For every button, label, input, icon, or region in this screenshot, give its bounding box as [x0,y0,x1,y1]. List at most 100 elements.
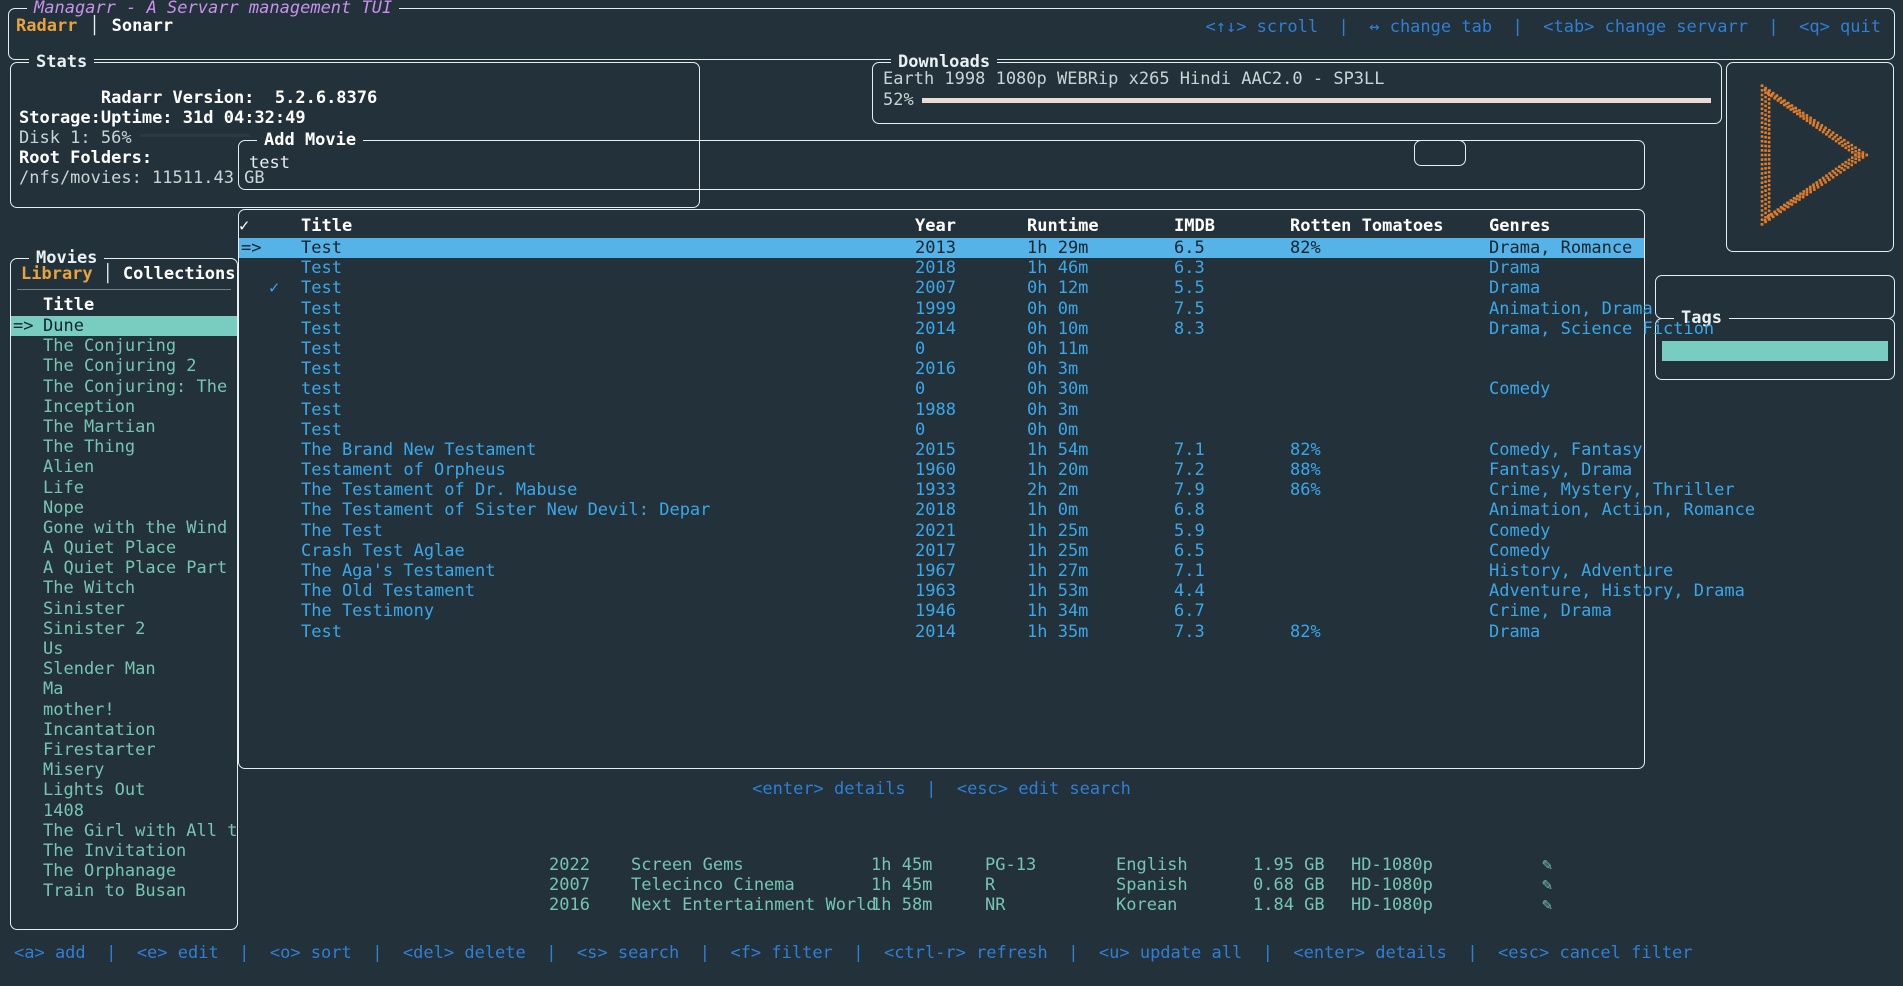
cell-year: 0 [915,379,926,400]
search-results-table[interactable]: ✓ Title Year Runtime IMDB Rotten Tomatoe… [238,209,1755,769]
detail-runtime: 1h 58m [871,895,933,916]
movie-title: Firestarter [43,739,156,760]
list-item[interactable]: Sinister 2 [11,619,237,639]
table-row[interactable]: 2022 Screen Gems 1h 45m PG-13 English 1.95 GB… [240,855,1880,875]
table-row[interactable]: test 0 0h 30m Comedy [239,379,1644,399]
table-row[interactable]: The Test 2021 1h 25m 5.9 Comedy [239,521,1644,541]
column-header-imdb: IMDB [1174,216,1215,236]
library-tab-divider-rule [17,289,231,290]
stats-version-row: Radarr Version: 5.2.6.8376 [19,68,689,108]
cell-title: Crash Test Aglae [301,540,465,561]
table-row[interactable]: 2016 Next Entertainment World 1h 58m NR Kore… [240,895,1880,915]
pencil-icon[interactable]: ✎ [1542,895,1553,916]
list-item[interactable]: => Dune [11,316,237,337]
movies-list[interactable]: => Dune The Conjuring The Conjuring 2 The Co… [11,316,237,925]
table-row[interactable]: The Brand New Testament 2015 1h 54m 7.1 82% C… [239,440,1644,460]
table-row[interactable]: The Testimony 1946 1h 34m 6.7 Crime, Drama [239,601,1644,621]
list-item[interactable]: A Quiet Place Part II [11,558,237,578]
cell-title: The Aga's Testament [301,561,496,581]
cell-runtime: 1h 0m [1027,500,1079,521]
list-item[interactable]: The Conjuring 2 [11,356,237,376]
pencil-icon[interactable]: ✎ [1542,875,1553,896]
table-row[interactable]: Test 0 0h 11m [239,339,1644,359]
table-row[interactable]: The Testament of Sister New Devil: Depar… [239,500,1755,521]
cell-genres: Comedy [1489,520,1551,541]
table-body[interactable]: => Test 2013 1h 29m 6.5 82% Drama, Romance Test… [239,238,1755,764]
detail-size: 1.95 GB [1253,855,1325,875]
table-row[interactable]: ✓ Test 2007 0h 12m 5.5 Drama [239,278,1644,298]
cell-genres: Adventure, History, Drama [1489,581,1745,602]
table-row[interactable]: => Test 2013 1h 29m 6.5 82% Drama, Romance [239,238,1644,259]
cell-genres: Drama, Romance [1489,238,1633,258]
list-item[interactable]: The Witch [11,578,237,598]
table-row[interactable]: Test 2016 0h 3m [239,359,1644,379]
stats-storage-label: Storage: [19,108,101,128]
pencil-icon[interactable]: ✎ [1542,855,1553,875]
list-item[interactable]: The Conjuring: The De [11,377,237,397]
table-row[interactable]: Test 1999 0h 0m 7.5 Animation, Drama [239,299,1653,319]
servarr-tab-bar[interactable]: Radarr │ Sonarr [16,16,173,36]
cell-title: Test [301,278,342,299]
cell-runtime: 1h 35m [1027,621,1089,642]
table-row[interactable]: The Testament of Dr. Mabuse 1933 2h 2m 7.9 8… [239,480,1735,500]
tab-radarr[interactable]: Radarr [16,16,78,36]
library-tab-bar[interactable]: Library │ Collections [21,264,236,284]
tab-collections[interactable]: Collections [122,264,236,284]
list-item[interactable]: Nope [11,498,237,518]
list-item[interactable]: Gone with the Wind [11,518,237,538]
list-item[interactable]: The Martian [11,417,237,437]
cell-runtime: 1h 34m [1027,601,1089,622]
cell-title: The Old Testament [301,581,475,602]
list-item[interactable]: The Orphanage [11,861,237,881]
list-item[interactable]: Ma [11,679,237,699]
table-row[interactable]: Test 2014 0h 10m 8.3 Drama, Science Fiction [239,319,1714,339]
cell-year: 2018 [915,258,956,279]
table-row[interactable]: Test 2014 1h 35m 7.3 82% Drama [239,622,1644,642]
list-item[interactable]: The Thing [11,437,237,457]
list-item[interactable]: Sinister [11,599,237,619]
library-tab-divider: │ [102,264,113,284]
table-row[interactable]: Test 1988 0h 3m [239,400,1644,420]
list-item[interactable]: The Girl with All the [11,821,237,841]
table-row[interactable]: Test 2018 1h 46m 6.3 Drama [239,258,1644,278]
cell-imdb: 6.5 [1174,238,1205,258]
cell-runtime: 0h 11m [1027,338,1089,359]
list-item[interactable]: Firestarter [11,740,237,760]
list-item[interactable]: Life [11,478,237,498]
list-item[interactable]: A Quiet Place [11,538,237,558]
tag-chip[interactable] [1662,341,1888,361]
table-row[interactable]: 2007 Telecinco Cinema 1h 45m R Spanish 0.68 G… [240,875,1880,895]
list-item[interactable]: Alien [11,457,237,477]
list-item[interactable]: The Conjuring [11,336,237,356]
download-percent-label: 52% [883,90,914,111]
list-item[interactable]: The Invitation [11,841,237,861]
list-item[interactable]: 1408 [11,801,237,821]
list-item[interactable]: Inception [11,397,237,417]
detail-language: English [1116,855,1188,875]
list-item[interactable]: Lights Out [11,780,237,800]
tab-sonarr[interactable]: Sonarr [111,16,174,36]
table-row[interactable]: Crash Test Aglae 2017 1h 25m 6.5 Comedy [239,541,1644,561]
movie-title: The Witch [43,578,136,599]
movie-detail-rows[interactable]: 2022 Screen Gems 1h 45m PG-13 English 1.95 GB… [240,855,1880,916]
movies-panel[interactable]: Movies Library │ Collections Title => Dun… [10,248,238,930]
detail-studio: Screen Gems [631,855,744,875]
list-item[interactable]: mother! [11,700,237,720]
list-item[interactable]: Train to Busan [11,881,237,901]
row-check-icon[interactable]: ✓ [269,278,280,299]
table-row[interactable]: The Aga's Testament 1967 1h 27m 7.1 History,… [239,561,1673,581]
cell-title: test [301,379,342,400]
table-row[interactable]: Test 0 0h 0m [239,420,1644,440]
add-movie-search-input[interactable]: test [249,153,290,173]
tab-library[interactable]: Library [21,264,93,284]
table-row[interactable]: Testament of Orpheus 1960 1h 20m 7.2 88% Fant… [239,460,1644,480]
list-item[interactable]: Us [11,639,237,659]
list-item[interactable]: Incantation [11,720,237,740]
table-row[interactable]: The Old Testament 1963 1h 53m 4.4 Adventure,… [239,581,1745,602]
add-movie-panel[interactable]: Add Movie test [238,130,1645,190]
cell-imdb: 6.8 [1174,500,1205,521]
stats-panel: Stats Radarr Version: 5.2.6.8376 Uptime:… [10,52,700,208]
cell-year: 2007 [915,278,956,299]
list-item[interactable]: Misery [11,760,237,780]
list-item[interactable]: Slender Man [11,659,237,679]
